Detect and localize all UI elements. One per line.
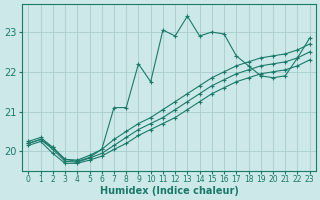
X-axis label: Humidex (Indice chaleur): Humidex (Indice chaleur) xyxy=(100,186,238,196)
